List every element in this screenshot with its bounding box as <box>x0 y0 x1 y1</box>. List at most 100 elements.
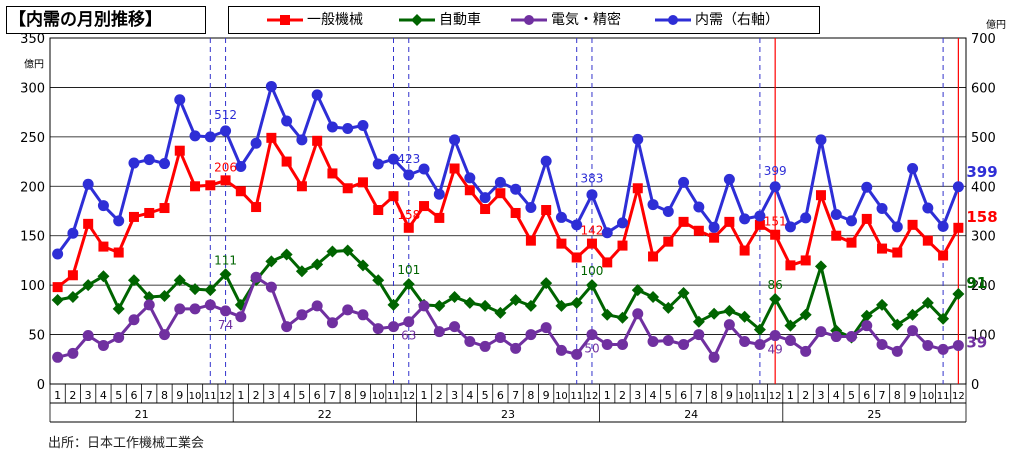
data-point-diamond <box>906 308 919 321</box>
data-point-diamond <box>738 310 751 323</box>
data-point-circle <box>357 309 369 321</box>
x-axis-year-label: 24 <box>684 408 698 421</box>
data-point-circle <box>846 331 857 343</box>
data-point-diamond <box>311 258 324 271</box>
legend-marker-square-icon <box>267 15 303 25</box>
data-label: 142 <box>581 224 604 238</box>
data-point-diamond <box>799 308 812 321</box>
data-point-square <box>739 245 750 256</box>
data-point-circle <box>769 330 781 342</box>
data-point-circle <box>739 213 751 225</box>
data-point-square <box>144 207 155 218</box>
data-point-square <box>98 241 109 252</box>
x-axis-month-label: 3 <box>451 389 458 402</box>
data-point-circle <box>128 157 140 169</box>
x-axis-month-label: 1 <box>604 389 611 402</box>
data-point-circle <box>174 303 186 315</box>
data-point-circle <box>693 201 705 213</box>
data-point-circle <box>235 311 247 323</box>
data-point-square <box>434 212 445 223</box>
data-point-square <box>159 203 170 214</box>
right-axis-tick-label: 0 <box>971 378 979 393</box>
data-label: 399 <box>764 164 787 178</box>
data-point-circle <box>861 320 873 332</box>
data-point-diamond <box>158 290 171 303</box>
data-point-square <box>907 219 918 230</box>
data-point-diamond <box>647 291 660 304</box>
x-axis-month-label: 1 <box>54 389 61 402</box>
data-point-diamond <box>112 302 125 315</box>
data-point-square <box>67 270 78 281</box>
data-point-circle <box>189 303 201 315</box>
data-point-circle <box>403 316 415 328</box>
data-point-diamond <box>585 279 598 292</box>
data-label: 50 <box>584 342 599 356</box>
data-label: 49 <box>768 343 783 357</box>
data-point-square <box>709 232 720 243</box>
data-point-diamond <box>860 309 873 322</box>
data-point-circle <box>494 332 506 344</box>
x-axis-month-label: 11 <box>570 391 583 402</box>
data-point-circle <box>82 330 94 342</box>
data-point-diamond <box>891 318 904 331</box>
data-point-diamond <box>372 274 385 287</box>
data-point-circle <box>586 189 598 201</box>
data-point-diamond <box>814 260 827 273</box>
data-point-square <box>449 163 460 174</box>
data-point-circle <box>113 332 125 344</box>
data-point-diamond <box>402 278 415 291</box>
data-point-circle <box>357 119 369 131</box>
x-axis-month-label: 11 <box>754 391 767 402</box>
data-point-square <box>251 202 262 213</box>
x-axis-month-label: 10 <box>921 391 934 402</box>
data-point-circle <box>723 173 735 185</box>
data-point-circle <box>418 300 430 312</box>
data-point-square <box>190 181 201 192</box>
data-point-square <box>663 236 674 247</box>
data-point-circle <box>784 221 796 233</box>
data-point-circle <box>601 227 613 239</box>
data-point-diamond <box>769 292 782 305</box>
data-point-diamond <box>631 284 644 297</box>
data-point-square <box>541 205 552 216</box>
data-point-square <box>220 175 231 186</box>
data-point-circle <box>464 172 476 184</box>
data-point-circle <box>250 271 262 283</box>
data-point-diamond <box>51 293 64 306</box>
data-point-circle <box>937 220 949 232</box>
data-point-diamond <box>265 255 278 268</box>
x-axis-month-label: 4 <box>466 389 473 402</box>
data-point-square <box>327 168 338 179</box>
data-label: 91 <box>966 274 987 292</box>
data-point-circle <box>265 281 277 293</box>
right-axis-tick-label: 500 <box>971 131 996 146</box>
x-axis-month-label: 8 <box>161 389 168 402</box>
x-axis-month-label: 8 <box>344 389 351 402</box>
data-label: 383 <box>581 172 604 186</box>
data-point-circle <box>876 338 888 350</box>
x-axis-month-label: 2 <box>802 389 809 402</box>
data-label: 63 <box>401 329 416 343</box>
x-axis-month-label: 12 <box>952 391 965 402</box>
data-point-circle <box>784 335 796 347</box>
data-point-square <box>602 257 613 268</box>
data-point-circle <box>632 133 644 145</box>
data-point-circle <box>952 339 964 351</box>
data-label: 423 <box>397 152 420 166</box>
data-point-circle <box>388 153 399 165</box>
data-point-diamond <box>479 299 492 312</box>
data-point-circle <box>97 339 109 351</box>
data-point-circle <box>617 338 628 350</box>
data-point-square <box>281 156 292 167</box>
data-point-diamond <box>723 304 736 317</box>
data-point-square <box>388 191 399 202</box>
data-point-square <box>861 213 872 224</box>
data-point-diamond <box>326 245 339 258</box>
left-axis-tick-label: 300 <box>20 81 45 96</box>
data-label: 86 <box>768 278 783 292</box>
data-point-square <box>831 230 842 241</box>
data-label: 111 <box>214 253 237 267</box>
data-point-circle <box>540 322 552 334</box>
x-axis-month-label: 12 <box>219 391 232 402</box>
data-point-circle <box>617 217 628 229</box>
